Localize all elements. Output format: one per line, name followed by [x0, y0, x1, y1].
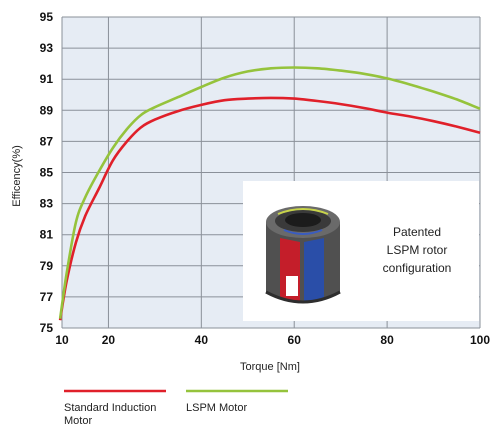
x-tick-labels: 10 20 40 60 80 100: [55, 333, 490, 347]
y-tick-75: 75: [40, 321, 54, 335]
y-tick-labels: 75 77 79 81 83 85 87 89 91 93 95: [40, 10, 54, 335]
legend-label-lspm-motor: LSPM Motor: [186, 402, 247, 414]
x-tick-10: 10: [55, 333, 69, 347]
series-line-standard-induction-motor: [58, 96, 481, 321]
x-tick-60: 60: [288, 333, 302, 347]
y-tick-87: 87: [40, 134, 54, 148]
y-tick-77: 77: [40, 290, 54, 304]
y-tick-89: 89: [40, 103, 54, 117]
series-line-lspm-motor: [58, 66, 481, 319]
y-tick-79: 79: [40, 259, 54, 273]
y-tick-85: 85: [40, 166, 54, 180]
x-tick-20: 20: [102, 333, 116, 347]
y-tick-83: 83: [40, 197, 54, 211]
legend: Standard Induction Motor LSPM Motor: [64, 389, 288, 427]
rotor-inset: Patented LSPM rotor configuration: [243, 181, 479, 321]
x-tick-80: 80: [380, 333, 394, 347]
y-axis-label: Efficency(%): [11, 145, 23, 207]
y-tick-81: 81: [40, 228, 54, 242]
x-tick-40: 40: [195, 333, 209, 347]
y-tick-93: 93: [40, 41, 54, 55]
series-lines: [58, 66, 481, 321]
legend-label-standard-induction-motor-line1: Standard Induction: [64, 402, 156, 414]
inset-text-line1: Patented: [393, 225, 441, 239]
x-tick-100: 100: [470, 333, 490, 347]
rotor-icon: [265, 206, 341, 304]
inset-text-line3: configuration: [383, 261, 452, 275]
legend-label-standard-induction-motor-line2: Motor: [64, 415, 92, 427]
y-tick-91: 91: [40, 72, 54, 86]
x-axis-label: Torque [Nm]: [240, 361, 300, 373]
y-tick-95: 95: [40, 10, 54, 24]
inset-text-line2: LSPM rotor: [387, 243, 448, 257]
